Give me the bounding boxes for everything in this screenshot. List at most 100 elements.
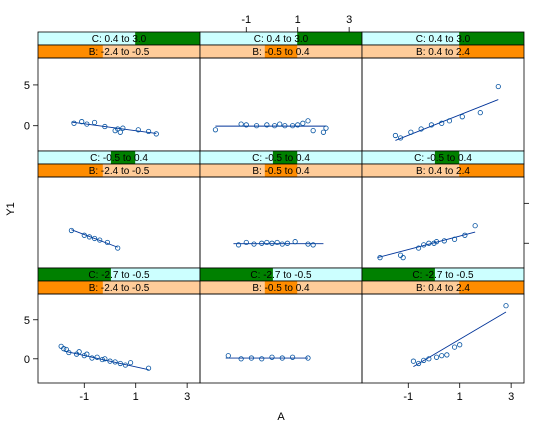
data-point bbox=[117, 129, 123, 135]
data-point bbox=[153, 131, 159, 137]
data-point bbox=[408, 129, 414, 135]
data-point bbox=[295, 122, 301, 128]
x-tick-label: 3 bbox=[508, 391, 514, 403]
data-point bbox=[462, 232, 468, 238]
data-point bbox=[81, 232, 87, 238]
data-point bbox=[421, 242, 427, 248]
b-strip-label: B: -0.5 to 0.4 bbox=[252, 166, 310, 177]
x-tick-label: -1 bbox=[241, 14, 251, 26]
data-point bbox=[320, 129, 327, 135]
fit-line bbox=[413, 311, 507, 367]
data-point bbox=[76, 349, 82, 355]
data-point bbox=[145, 128, 152, 135]
data-point bbox=[292, 239, 298, 245]
data-point bbox=[441, 238, 447, 244]
c-strip-label: C: -2.7 to -0.5 bbox=[250, 270, 312, 281]
data-point bbox=[115, 126, 121, 132]
data-point bbox=[84, 351, 90, 357]
panel-frame bbox=[361, 293, 525, 384]
b-strip-label: B: -0.5 to 0.4 bbox=[252, 47, 310, 58]
data-point bbox=[259, 240, 265, 246]
c-strip-label: C: 0.4 to 3.0 bbox=[254, 34, 309, 45]
data-point bbox=[120, 125, 126, 131]
data-point bbox=[115, 245, 121, 251]
data-point bbox=[421, 357, 427, 363]
data-point bbox=[264, 122, 270, 128]
c-strip-range bbox=[459, 32, 524, 45]
data-point bbox=[426, 240, 432, 246]
data-point bbox=[418, 126, 424, 132]
data-point bbox=[253, 123, 260, 129]
data-point bbox=[433, 239, 440, 245]
b-strip-range bbox=[38, 164, 103, 177]
data-point bbox=[415, 245, 422, 251]
data-point bbox=[433, 354, 440, 360]
panel-frame bbox=[37, 57, 201, 152]
c-strip-label: C: -0.5 to 0.4 bbox=[90, 153, 148, 164]
data-point bbox=[89, 355, 95, 361]
panels-layer: C: 0.4 to 3.0 B: -2.4 to -0.5 C: 0.4 to 3.… bbox=[37, 31, 525, 384]
data-point bbox=[269, 354, 275, 360]
data-point bbox=[107, 358, 113, 364]
c-strip-range bbox=[297, 32, 362, 45]
b-strip-label: B: 0.4 to 2.4 bbox=[416, 47, 470, 58]
data-point bbox=[310, 128, 316, 134]
panel-8: C: -2.7 to -0.5 B: -0.5 to 0.4 bbox=[199, 267, 363, 384]
data-point bbox=[86, 234, 93, 240]
panel-4: C: -0.5 to 0.4 B: -2.4 to -0.5 bbox=[37, 150, 201, 269]
b-strip-range bbox=[264, 281, 298, 294]
y-axis-title: Y1 bbox=[5, 202, 17, 215]
data-point bbox=[61, 346, 67, 352]
data-point bbox=[279, 241, 285, 247]
data-point bbox=[122, 362, 129, 368]
data-point bbox=[145, 365, 152, 371]
data-point bbox=[428, 122, 435, 128]
data-point bbox=[81, 353, 87, 359]
panel-frame bbox=[199, 176, 363, 269]
data-point bbox=[426, 356, 432, 362]
data-point bbox=[457, 342, 463, 348]
b-strip-range bbox=[38, 281, 103, 294]
data-point bbox=[446, 118, 453, 124]
data-point bbox=[477, 110, 483, 116]
data-point bbox=[377, 255, 383, 261]
data-point bbox=[68, 227, 75, 234]
data-point bbox=[238, 121, 244, 127]
c-strip-range bbox=[272, 151, 298, 164]
data-point bbox=[400, 255, 406, 261]
data-point bbox=[63, 346, 69, 353]
data-point bbox=[112, 128, 118, 134]
data-point bbox=[439, 120, 445, 126]
c-strip-range bbox=[110, 151, 136, 164]
panel-5: C: -0.5 to 0.4 B: -0.5 to 0.4 bbox=[199, 150, 363, 269]
y-tick-label: 0 bbox=[24, 121, 30, 133]
panel-frame bbox=[199, 293, 363, 384]
data-point bbox=[392, 132, 399, 139]
b-strip-range bbox=[38, 45, 103, 58]
b-strip-label: B: -2.4 to -0.5 bbox=[89, 283, 150, 294]
data-point bbox=[305, 241, 311, 247]
data-point bbox=[284, 240, 291, 246]
b-strip-range bbox=[264, 45, 298, 58]
b-strip-range bbox=[459, 45, 524, 58]
c-strip-range bbox=[434, 151, 460, 164]
panel-frame bbox=[37, 293, 201, 384]
b-strip-label: B: -0.5 to 0.4 bbox=[252, 283, 310, 294]
data-point bbox=[305, 118, 311, 124]
data-point bbox=[415, 360, 422, 367]
c-strip-label: C: -0.5 to 0.4 bbox=[414, 153, 472, 164]
data-point bbox=[431, 240, 437, 246]
panel-7: C: -2.7 to -0.5 B: -2.4 to -0.5 bbox=[37, 267, 201, 384]
y-tick-label: 5 bbox=[24, 315, 30, 327]
panel-3: C: 0.4 to 3.0 B: 0.4 to 2.4 bbox=[361, 31, 525, 152]
data-point bbox=[274, 239, 280, 246]
data-point bbox=[259, 356, 265, 362]
data-point bbox=[102, 123, 108, 130]
x-tick-label: 3 bbox=[346, 14, 352, 26]
c-strip-range bbox=[38, 268, 111, 281]
panel-9: C: -2.7 to -0.5 B: 0.4 to 2.4 bbox=[361, 267, 525, 384]
x-tick-label: 1 bbox=[133, 391, 139, 403]
data-point bbox=[91, 235, 98, 242]
data-point bbox=[104, 239, 111, 246]
